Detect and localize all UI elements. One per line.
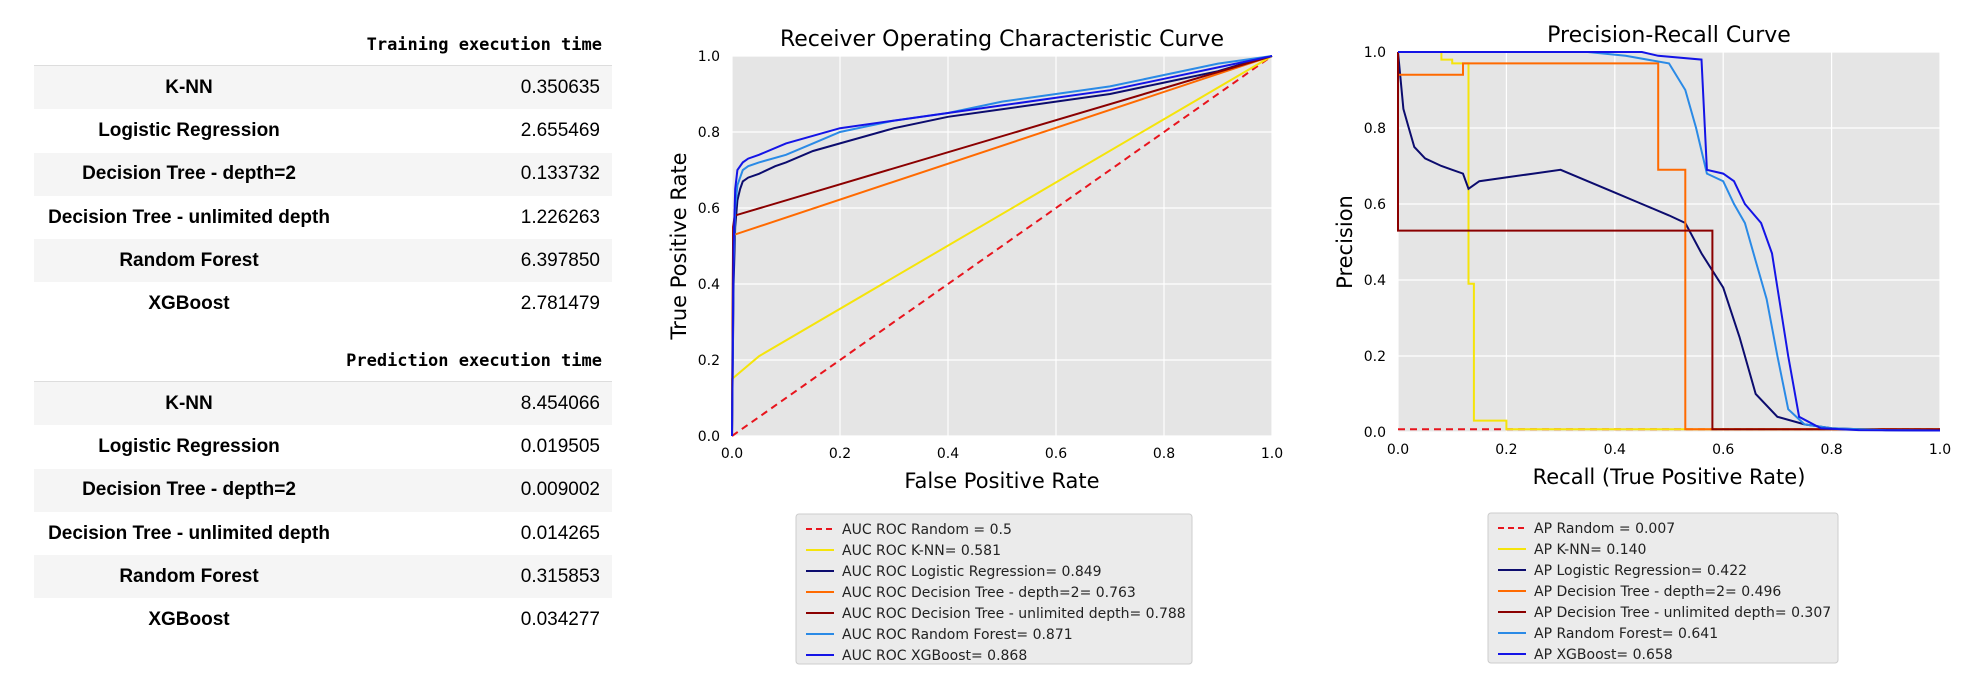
legend-entry: AUC ROC Random Forest= 0.871 xyxy=(842,627,1073,643)
plot-area xyxy=(1398,52,1940,432)
legend-entry: AP Random Forest= 0.641 xyxy=(1534,626,1718,642)
model-name: XGBoost xyxy=(148,293,230,315)
x-tick-label: 0.2 xyxy=(1495,442,1517,458)
time-value: 0.034277 xyxy=(520,609,600,631)
chart-title: Precision-Recall Curve xyxy=(1547,23,1791,48)
legend-entry: AP XGBoost= 0.658 xyxy=(1534,647,1673,663)
legend-entry: AP Logistic Regression= 0.422 xyxy=(1534,563,1747,579)
model-name: Random Forest xyxy=(119,249,259,271)
y-tick-label: 0.4 xyxy=(698,277,720,293)
legend-entry: AP Decision Tree - depth=2= 0.496 xyxy=(1534,584,1781,600)
x-tick-label: 0.2 xyxy=(829,446,851,462)
model-name: K-NN xyxy=(165,76,213,98)
legend-entry: AUC ROC Decision Tree - unlimited depth=… xyxy=(842,606,1186,622)
model-name: Decision Tree - depth=2 xyxy=(82,479,296,501)
series-line xyxy=(731,55,1273,437)
series-line xyxy=(1397,52,1940,431)
model-name: Decision Tree - depth=2 xyxy=(82,163,296,185)
y-axis-label: True Positive Rate xyxy=(667,152,691,340)
legend-entry: AUC ROC Random = 0.5 xyxy=(842,522,1012,538)
y-tick-label: 1.0 xyxy=(698,49,720,65)
y-tick-label: 0.6 xyxy=(1364,197,1386,213)
series-line xyxy=(731,55,1273,437)
series-line xyxy=(1397,51,1941,432)
time-value: 0.350635 xyxy=(520,76,600,98)
table-row: K-NN 0.350635 xyxy=(34,66,612,110)
time-value: 2.655469 xyxy=(520,119,600,141)
x-tick-label: 1.0 xyxy=(1261,446,1283,462)
y-tick-label: 0.6 xyxy=(698,201,720,217)
x-tick-label: 1.0 xyxy=(1929,442,1951,458)
time-value: 2.781479 xyxy=(520,293,600,315)
time-value: 0.009002 xyxy=(520,479,600,501)
x-tick-label: 0.8 xyxy=(1153,446,1175,462)
legend-entry: AUC ROC Decision Tree - depth=2= 0.763 xyxy=(842,585,1136,601)
series-line xyxy=(1398,62,1940,431)
y-tick-label: 0.0 xyxy=(1364,425,1386,441)
table-row: Logistic Regression 0.019505 xyxy=(34,425,612,468)
training-time-table: Training execution time K-NN 0.350635 Logi… xyxy=(34,28,612,326)
legend-entry: AUC ROC Logistic Regression= 0.849 xyxy=(842,564,1102,580)
model-name: K-NN xyxy=(165,392,213,414)
table-row: Random Forest 6.397850 xyxy=(34,239,612,283)
x-tick-label: 0.4 xyxy=(1604,442,1626,458)
y-tick-label: 0.4 xyxy=(1364,273,1386,289)
model-name: Logistic Regression xyxy=(98,435,280,457)
y-tick-label: 0.2 xyxy=(698,353,720,369)
table-row: Random Forest 0.315853 xyxy=(34,555,612,599)
model-name: Random Forest xyxy=(119,565,259,587)
prediction-table-title: Prediction execution time xyxy=(34,344,612,382)
prediction-time-table: Prediction execution time K-NN 8.454066 Lo… xyxy=(34,344,612,642)
y-tick-label: 0.8 xyxy=(1364,121,1386,137)
time-value: 8.454066 xyxy=(520,392,600,414)
x-tick-label: 0.6 xyxy=(1045,446,1067,462)
training-table-title: Training execution time xyxy=(34,28,612,66)
series-line xyxy=(1398,51,1941,432)
table-row: Decision Tree - depth=2 0.009002 xyxy=(34,468,612,512)
legend-entry: AUC ROC XGBoost= 0.868 xyxy=(842,648,1027,664)
series-line xyxy=(731,55,1273,437)
time-value: 0.315853 xyxy=(520,565,600,587)
y-tick-label: 0.2 xyxy=(1364,349,1386,365)
table-row: Decision Tree - unlimited depth 1.226263 xyxy=(34,196,612,239)
time-value: 6.397850 xyxy=(520,249,600,271)
table-row: XGBoost 0.034277 xyxy=(34,598,612,641)
time-value: 1.226263 xyxy=(520,206,600,228)
time-value: 0.019505 xyxy=(520,435,600,457)
legend-entry: AP K-NN= 0.140 xyxy=(1534,542,1646,558)
legend-entry: AP Decision Tree - unlimited depth= 0.30… xyxy=(1534,605,1831,621)
table-row: Logistic Regression 2.655469 xyxy=(34,109,612,152)
series-line xyxy=(1398,51,1941,432)
x-tick-label: 0.4 xyxy=(937,446,959,462)
table-row: K-NN 8.454066 xyxy=(34,382,612,426)
time-value: 0.014265 xyxy=(520,522,600,544)
time-value: 0.133732 xyxy=(520,163,600,185)
y-tick-label: 0.8 xyxy=(698,125,720,141)
x-tick-label: 0.0 xyxy=(1387,442,1409,458)
model-name: Logistic Regression xyxy=(98,119,280,141)
chart-title: Receiver Operating Characteristic Curve xyxy=(780,27,1224,52)
x-tick-label: 0.0 xyxy=(721,446,743,462)
series-line xyxy=(1398,51,1940,431)
y-tick-label: 1.0 xyxy=(1364,45,1386,61)
legend-box xyxy=(795,513,1193,665)
table-row: XGBoost 2.781479 xyxy=(34,282,612,325)
y-axis-label: Precision xyxy=(1333,195,1357,289)
x-tick-label: 0.6 xyxy=(1712,442,1734,458)
table-row: Decision Tree - depth=2 0.133732 xyxy=(34,152,612,196)
legend-entry: AP Random = 0.007 xyxy=(1534,521,1675,537)
table-row: Decision Tree - unlimited depth 0.014265 xyxy=(34,512,612,555)
model-name: Decision Tree - unlimited depth xyxy=(48,206,330,228)
x-axis-label: Recall (True Positive Rate) xyxy=(1533,465,1806,489)
legend-entry: AUC ROC K-NN= 0.581 xyxy=(842,543,1001,559)
model-name: XGBoost xyxy=(148,609,230,631)
legend-box xyxy=(1487,512,1839,664)
series-line xyxy=(731,55,1273,437)
model-name: Decision Tree - unlimited depth xyxy=(48,522,330,544)
x-axis-label: False Positive Rate xyxy=(904,469,1099,493)
x-tick-label: 0.8 xyxy=(1820,442,1842,458)
y-tick-label: 0.0 xyxy=(698,429,720,445)
